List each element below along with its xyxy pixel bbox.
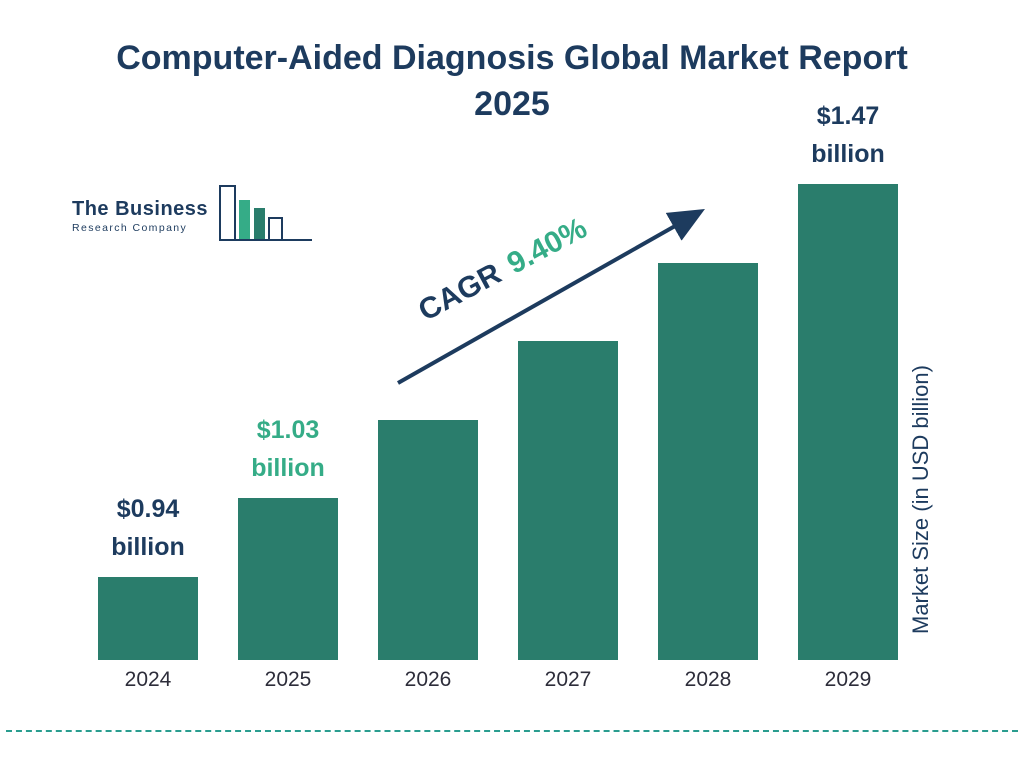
data-label-unit: billion <box>111 533 185 562</box>
company-logo-text: The Business Research Company <box>72 198 208 248</box>
x-axis-labels: 2024 2025 2026 2027 2028 2029 <box>98 668 938 692</box>
x-axis-label-2026: 2026 <box>404 668 452 691</box>
chart-title: Computer-Aided Diagnosis Global Market R… <box>116 39 908 123</box>
bar-chart: $0.94 billion $1.03 billion $1.47 billion <box>98 0 938 660</box>
bar-column <box>518 341 618 660</box>
logo-bars-icon <box>219 185 313 241</box>
x-axis-label-2024: 2024 <box>124 668 172 691</box>
bar-2029 <box>798 184 898 660</box>
bottom-dashed-divider <box>6 730 1018 732</box>
company-logo: The Business Research Company <box>72 178 314 248</box>
y-axis-label: Market Size (in USD billion) <box>908 365 933 635</box>
data-label-unit: billion <box>251 454 325 483</box>
bar-2028 <box>658 263 758 660</box>
data-label: $1.03 billion <box>251 411 325 489</box>
bar-column <box>658 263 758 660</box>
data-label-unit: billion <box>811 140 885 169</box>
x-axis-label-2029: 2029 <box>824 668 872 691</box>
bar-column: $1.03 billion <box>238 411 338 660</box>
bar-column <box>378 420 478 660</box>
company-subname: Research Company <box>72 222 188 234</box>
bar-2024 <box>98 577 198 660</box>
company-name: The Business <box>72 198 209 220</box>
x-axis-label-2027: 2027 <box>544 668 592 691</box>
x-axis-label-2025: 2025 <box>264 668 312 691</box>
bar-2025 <box>238 498 338 660</box>
bar-column: $0.94 billion <box>98 490 198 660</box>
data-label-value: $0.94 <box>116 494 180 523</box>
data-label-value: $1.03 <box>256 415 320 444</box>
bar-column: $1.47 billion <box>798 97 898 660</box>
bar-2026 <box>378 420 478 660</box>
data-label: $0.94 billion <box>111 490 185 568</box>
data-label: $1.47 billion <box>811 97 885 175</box>
bar-2027 <box>518 341 618 660</box>
x-axis-label-2028: 2028 <box>684 668 732 691</box>
data-label-value: $1.47 <box>816 101 880 130</box>
